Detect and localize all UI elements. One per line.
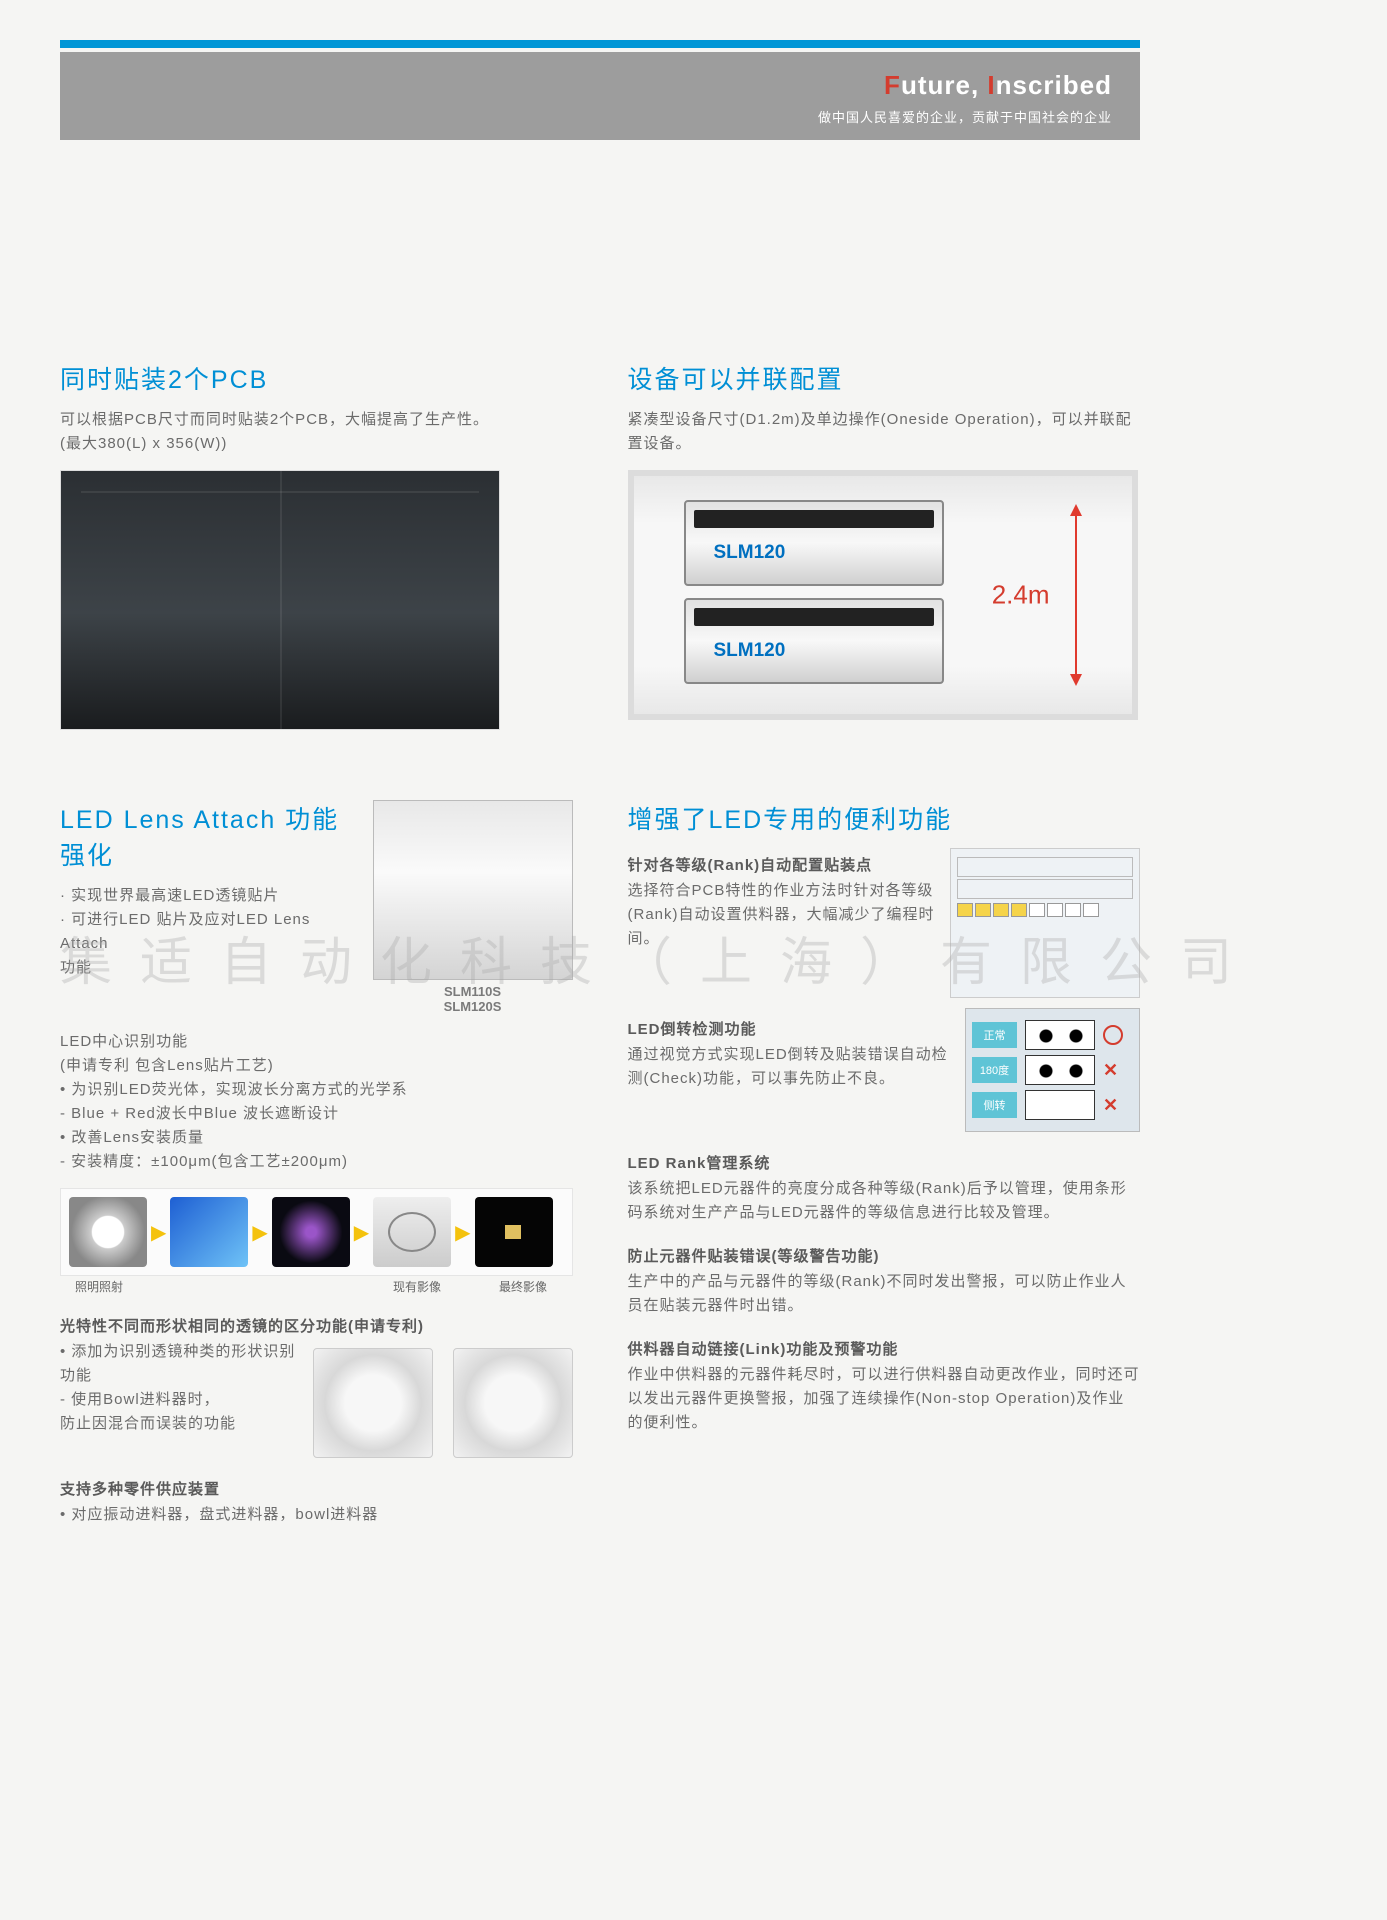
led-center-heading: LED中心识别功能 (申请专利 包含Lens贴片工艺) (60, 1030, 573, 1078)
brand-logo: Future, Inscribed (88, 70, 1112, 101)
brand-rest: nscribed (996, 70, 1112, 100)
arrow-icon: ▶ (252, 1220, 267, 1245)
lens-img-2 (453, 1348, 573, 1458)
lens-b2: - 使用Bowl进料器时， 防止因混合而误装的功能 (60, 1388, 297, 1436)
mgr-body: 该系统把LED元器件的亮度分成各种等级(Rank)后予以管理，使用条形码系统对生… (628, 1177, 1141, 1225)
lm-bullet-1: · 实现世界最高速LED透镜贴片 (60, 884, 353, 908)
rank-heading: 针对各等级(Rank)自动配置贴装点 (628, 854, 937, 875)
cap-1: 照明照射 (60, 1278, 138, 1295)
page: Future, Inscribed 做中国人民喜爱的企业，贡献于中国社会的企业 … (60, 0, 1140, 1527)
proc-5 (475, 1197, 553, 1267)
arrow-icon: ▶ (354, 1220, 369, 1245)
brand-f1: F (884, 70, 901, 100)
cap-3: 最终影像 (484, 1278, 562, 1295)
header-accent (60, 40, 1140, 48)
lc-line-1: • 为识别LED荧光体，实现波长分离方式的光学系 (60, 1078, 573, 1102)
cap-2: 现有影像 (378, 1278, 456, 1295)
lens-dist-heading: 光特性不同而形状相同的透镜的区分功能(申请专利) (60, 1315, 573, 1336)
equipment-label: SLM110S SLM120S (373, 984, 573, 1014)
brand-tagline: 做中国人民喜爱的企业，贡献于中国社会的企业 (88, 107, 1112, 126)
left-mid-title: LED Lens Attach 功能强化 (60, 800, 353, 872)
proc-2 (170, 1197, 248, 1267)
lens-b1: • 添加为识别透镜种类的形状识别功能 (60, 1340, 297, 1388)
arrow-icon: ▶ (151, 1220, 166, 1245)
proc-1 (69, 1197, 147, 1267)
mid-columns: LED Lens Attach 功能强化 · 实现世界最高速LED透镜贴片 · … (60, 800, 1140, 1527)
brand-mid: uture, (901, 70, 987, 100)
equipment-photo (373, 800, 573, 980)
left-top-title: 同时贴装2个PCB (60, 360, 573, 396)
rank-ui-preview (950, 848, 1140, 998)
lc-line-2: - Blue + Red波长中Blue 波长遮断设计 (60, 1102, 573, 1126)
process-captions: 照明照射 现有影像 最终影像 (60, 1278, 573, 1295)
dimension-value: 2.4m (992, 580, 1050, 611)
col-right-top: 设备可以并联配置 紧凑型设备尺寸(D1.2m)及单边操作(Oneside Ope… (628, 360, 1141, 730)
reverse-ui-preview: 正常 180度 ✕ 侧转 ✕ (965, 1008, 1140, 1132)
tag-side: 侧转 (972, 1092, 1017, 1118)
col-right-mid: 增强了LED专用的便利功能 针对各等级(Rank)自动配置贴装点 选择符合PCB… (628, 800, 1141, 1527)
warn-body: 生产中的产品与元器件的等级(Rank)不同时发出警报，可以防止作业人员在贴装元器… (628, 1270, 1141, 1318)
machine-photo (60, 470, 500, 730)
proc-3 (272, 1197, 350, 1267)
tag-normal: 正常 (972, 1022, 1017, 1048)
supply-body: • 对应振动进料器，盘式进料器，bowl进料器 (60, 1503, 573, 1527)
col-left-mid: LED Lens Attach 功能强化 · 实现世界最高速LED透镜贴片 · … (60, 800, 573, 1527)
dimension-line (1075, 506, 1077, 684)
slm-unit-2: SLM120 (684, 598, 944, 684)
arrow-icon: ▶ (455, 1220, 470, 1245)
lc-line-4: - 安装精度：±100μm(包含工艺±200μm) (60, 1150, 573, 1174)
header-bar: Future, Inscribed 做中国人民喜爱的企业，贡献于中国社会的企业 (60, 52, 1140, 140)
right-mid-title: 增强了LED专用的便利功能 (628, 800, 1141, 836)
right-top-body: 紧凑型设备尺寸(D1.2m)及单边操作(Oneside Operation)，可… (628, 408, 1141, 456)
lm-bullet-2: · 可进行LED 贴片及应对LED Lens Attach 功能 (60, 908, 353, 980)
link-body: 作业中供料器的元器件耗尽时，可以进行供料器自动更改作业，同时还可以发出元器件更换… (628, 1363, 1141, 1435)
lc-line-3: • 改善Lens安装质量 (60, 1126, 573, 1150)
supply-heading: 支持多种零件供应装置 (60, 1478, 573, 1499)
slm2-label: SLM120 (714, 640, 786, 662)
slm-unit-1: SLM120 (684, 500, 944, 586)
left-top-body: 可以根据PCB尺寸而同时贴装2个PCB，大幅提高了生产性。 (最大380(L) … (60, 408, 573, 456)
parallel-diagram: SLM120 SLM120 2.4m (628, 470, 1138, 720)
reverse-body: 通过视觉方式实现LED倒转及贴装错误自动检测(Check)功能，可以事先防止不良… (628, 1043, 952, 1091)
warn-heading: 防止元器件贴装错误(等级警告功能) (628, 1245, 1141, 1266)
rank-body: 选择符合PCB特性的作业方法时针对各等级(Rank)自动设置供料器，大幅减少了编… (628, 879, 937, 951)
col-left-top: 同时贴装2个PCB 可以根据PCB尺寸而同时贴装2个PCB，大幅提高了生产性。 … (60, 360, 573, 730)
process-row: ▶ ▶ ▶ ▶ (60, 1188, 573, 1276)
link-heading: 供料器自动链接(Link)功能及预警功能 (628, 1338, 1141, 1359)
proc-4 (373, 1197, 451, 1267)
mgr-heading: LED Rank管理系统 (628, 1152, 1141, 1173)
tag-180: 180度 (972, 1057, 1017, 1083)
slm1-label: SLM120 (714, 542, 786, 564)
lens-img-1 (313, 1348, 433, 1458)
lens-images (313, 1348, 573, 1458)
reverse-heading: LED倒转检测功能 (628, 1018, 952, 1039)
right-top-title: 设备可以并联配置 (628, 360, 1141, 396)
brand-f2: I (987, 70, 995, 100)
top-columns: 同时贴装2个PCB 可以根据PCB尺寸而同时贴装2个PCB，大幅提高了生产性。 … (60, 360, 1140, 730)
